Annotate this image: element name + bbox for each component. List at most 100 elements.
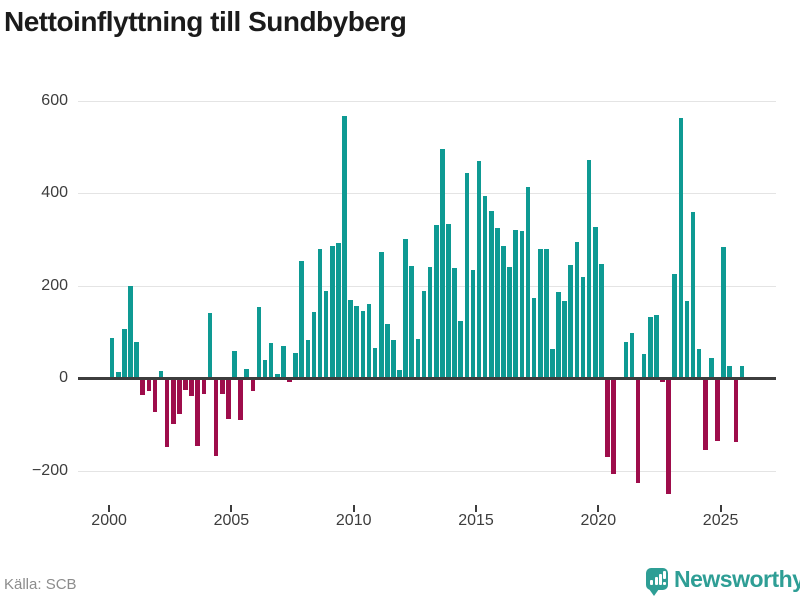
bar [433,224,439,378]
brand-name: Newsworthy [674,566,800,592]
bar [268,342,274,378]
bar [458,321,463,378]
bar [605,378,610,457]
x-axis-tick-label: 2005 [213,512,250,529]
bar [317,249,323,378]
y-axis-tick-label: 0 [59,369,68,386]
bar [476,160,482,378]
bar [678,118,684,378]
x-axis-tick-label: 2020 [580,512,617,529]
bar [323,291,329,378]
y-axis-tick-label: 400 [41,184,68,201]
bar [440,149,445,378]
logo-exclamation-icon [663,571,666,579]
bar [177,378,182,415]
bar [262,359,268,378]
bar [397,369,402,378]
bar [562,300,567,378]
bar [464,172,470,378]
x-axis-tick [108,505,111,512]
bar [134,341,139,378]
bar [342,115,347,378]
bar [238,378,243,420]
x-axis-tick [597,505,600,512]
bar [733,378,739,443]
bar [550,348,555,378]
x-axis-tick-label: 2015 [458,512,494,529]
source-label: Källa: SCB [4,576,77,593]
bar [709,357,714,378]
bar [446,224,451,378]
gridline [78,100,776,102]
bar [360,310,366,378]
gridline [78,285,776,287]
bar [171,378,176,425]
bar [556,291,561,378]
x-axis-tick [352,505,355,512]
bar [109,338,115,378]
bar [115,371,121,378]
bar [299,260,305,378]
bar [537,248,543,378]
bar [592,226,598,378]
bar [495,227,500,378]
bar [427,267,433,378]
bar [507,267,512,378]
x-axis-tick [230,505,233,512]
x-axis-tick-label: 2025 [702,512,739,529]
bar [287,378,292,382]
bar [647,316,653,378]
bar [739,366,745,378]
x-axis-tick [475,505,477,512]
bar [232,350,237,378]
bar [568,265,574,378]
bar [305,340,311,378]
logo-bar-icon [650,580,653,585]
bar [385,324,390,378]
logo-exclamation-dot-icon [663,582,666,585]
y-axis-tick-label: 200 [41,276,68,294]
bar [293,353,298,378]
bar [666,378,671,494]
bar [684,301,690,378]
bar [415,338,421,378]
bar [488,210,494,378]
bar [329,245,335,378]
bar [213,378,219,457]
bar [140,378,146,395]
bar [244,368,249,378]
bar [611,378,616,474]
gridline [78,470,776,472]
bar [336,242,341,378]
bar [311,311,317,378]
bar [348,300,353,378]
bar [629,332,635,378]
page-title: Nettoinflyttning till Sundbyberg [4,6,407,37]
bar [586,160,592,378]
bar [226,378,231,420]
bar [403,239,408,378]
bar [654,314,659,378]
bar [189,378,194,396]
bar [513,230,519,378]
bar [623,342,629,378]
bar-chart: 600 400 200 0 −200 2000 2005 2010 2015 2020 2025 [32,92,776,529]
bar [146,378,152,392]
bar [635,378,641,484]
bar [721,246,726,378]
zero-axis-line [78,376,776,380]
bar [690,211,696,378]
bar [574,241,580,378]
bar [525,186,531,378]
bar [183,378,188,391]
bar [391,340,396,378]
bar [372,347,378,378]
bar [207,313,213,378]
x-axis-tick [719,505,722,512]
bar [696,349,702,378]
logo-bar-icon [654,577,658,585]
bar [256,307,262,378]
bar [660,378,665,382]
bar [195,378,201,446]
